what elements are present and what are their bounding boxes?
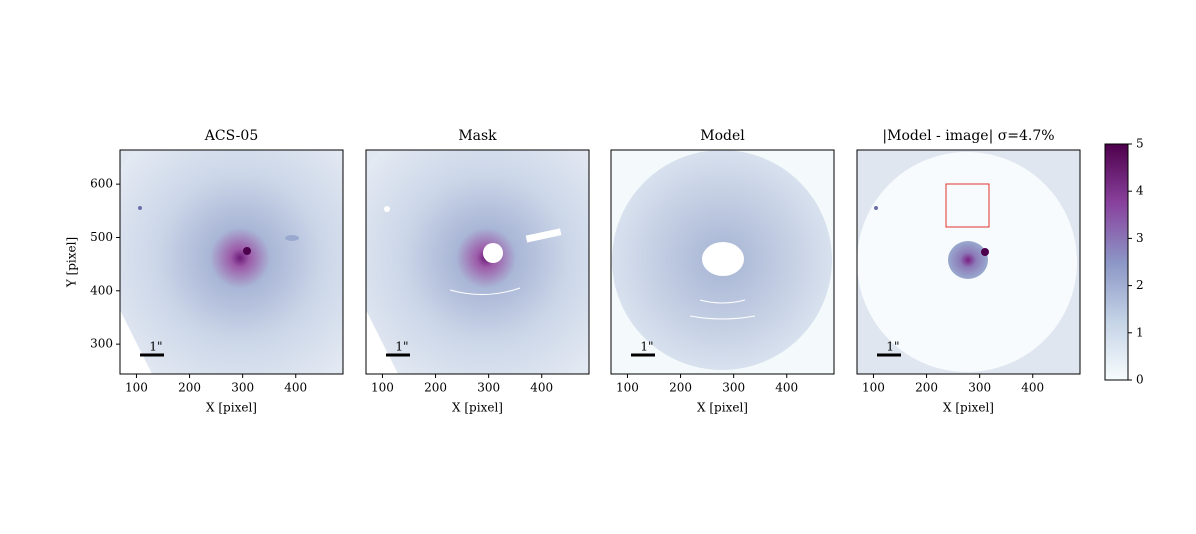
axes-frame bbox=[365, 149, 590, 375]
x-tick-label: 300 bbox=[231, 381, 254, 395]
x-tick-label: 200 bbox=[178, 381, 201, 395]
colorbar-tick-label: 5 bbox=[1136, 137, 1144, 151]
x-tick-label: 400 bbox=[775, 381, 798, 395]
panel-title: Mask bbox=[458, 128, 497, 144]
x-tick-label: 300 bbox=[722, 381, 745, 395]
x-tick-label: 400 bbox=[1021, 381, 1044, 395]
colorbar bbox=[1104, 143, 1129, 381]
x-tick-label: 200 bbox=[915, 381, 938, 395]
x-axis-label: X [pixel] bbox=[206, 401, 257, 415]
y-axis-label: Y [pixel] bbox=[65, 237, 79, 288]
x-tick-label: 100 bbox=[125, 381, 148, 395]
colorbar-tick-label: 4 bbox=[1136, 184, 1144, 198]
panel-title: ACS-05 bbox=[204, 128, 258, 144]
image-model bbox=[611, 150, 834, 374]
x-tick-label: 100 bbox=[862, 381, 885, 395]
x-tick-label: 300 bbox=[477, 381, 500, 395]
axes-frame bbox=[119, 149, 344, 375]
y-tick-label: 500 bbox=[90, 230, 113, 244]
panel-title: |Model - image| σ=4.7% bbox=[882, 128, 1054, 144]
axes-frame bbox=[610, 149, 835, 375]
image-residual bbox=[857, 150, 1080, 374]
x-tick-label: 200 bbox=[669, 381, 692, 395]
x-axis-label: X [pixel] bbox=[452, 401, 503, 415]
x-tick-label: 400 bbox=[284, 381, 307, 395]
scale-bar-label: 1" bbox=[640, 340, 653, 354]
axes-frame bbox=[856, 149, 1081, 375]
x-tick-label: 100 bbox=[371, 381, 394, 395]
image-mask bbox=[366, 150, 589, 374]
x-axis-label: X [pixel] bbox=[943, 401, 994, 415]
scale-bar-label: 1" bbox=[886, 340, 899, 354]
scale-bar-label: 1" bbox=[149, 340, 162, 354]
x-axis-label: X [pixel] bbox=[697, 401, 748, 415]
x-tick-label: 100 bbox=[616, 381, 639, 395]
y-tick-label: 600 bbox=[90, 177, 113, 191]
x-tick-label: 200 bbox=[424, 381, 447, 395]
colorbar-tick-label: 1 bbox=[1136, 325, 1144, 339]
x-tick-label: 300 bbox=[968, 381, 991, 395]
panel-title: Model bbox=[700, 128, 745, 144]
colorbar-tick-label: 0 bbox=[1136, 373, 1144, 387]
x-tick-label: 400 bbox=[530, 381, 553, 395]
y-tick-label: 400 bbox=[90, 283, 113, 297]
image-acs bbox=[120, 150, 343, 374]
colorbar-tick-label: 3 bbox=[1136, 231, 1144, 245]
colorbar-tick-label: 2 bbox=[1136, 278, 1144, 292]
y-tick-label: 300 bbox=[90, 337, 113, 351]
scale-bar-label: 1" bbox=[395, 340, 408, 354]
